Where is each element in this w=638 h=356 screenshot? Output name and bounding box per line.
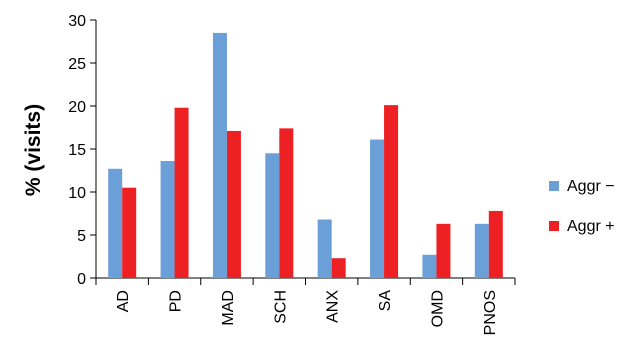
legend-label-aggr-minus: Aggr − bbox=[567, 178, 615, 195]
x-tick-label: OMD bbox=[429, 290, 446, 327]
bar-aggr-plus-sa bbox=[384, 105, 399, 278]
x-tick-label: AD bbox=[115, 290, 132, 312]
bar-aggr-minus-ad bbox=[108, 168, 123, 278]
x-tick-label: SCH bbox=[272, 290, 289, 324]
y-tick-label: 15 bbox=[68, 142, 86, 159]
x-tick-label: ANX bbox=[325, 290, 342, 323]
x-tick-label: PD bbox=[168, 290, 185, 312]
y-tick-label: 25 bbox=[68, 56, 86, 73]
bar-aggr-minus-sch bbox=[265, 153, 280, 278]
bar-aggr-minus-sa bbox=[370, 139, 385, 278]
x-axis: AD PD MAD SCH ANX SA OMD PNOS bbox=[95, 277, 516, 335]
x-tick-label: PNOS bbox=[482, 290, 499, 335]
y-axis-title: % (visits) bbox=[22, 104, 45, 196]
y-tick-label: 10 bbox=[68, 185, 86, 202]
bar-aggr-plus-sch bbox=[279, 128, 294, 278]
legend: Aggr − Aggr + bbox=[549, 178, 615, 235]
y-tick-label: 20 bbox=[68, 99, 86, 116]
bar-aggr-minus-pnos bbox=[474, 223, 489, 278]
legend-swatch-aggr-minus bbox=[549, 181, 559, 191]
bar-aggr-plus-omd bbox=[436, 223, 451, 278]
y-tick-label: 30 bbox=[68, 13, 86, 30]
legend-swatch-aggr-plus bbox=[549, 221, 559, 231]
y-axis: 0 5 10 15 20 25 30 bbox=[68, 13, 97, 288]
bar-aggr-plus-pd bbox=[174, 107, 189, 278]
bars bbox=[108, 32, 503, 279]
bar-aggr-minus-mad bbox=[212, 32, 227, 279]
y-tick-label: 0 bbox=[77, 271, 86, 288]
bar-aggr-minus-omd bbox=[422, 254, 437, 278]
bar-aggr-plus-ad bbox=[122, 187, 137, 278]
y-tick-label: 5 bbox=[77, 228, 86, 245]
bar-aggr-plus-pnos bbox=[488, 210, 503, 278]
bar-aggr-minus-anx bbox=[317, 219, 332, 278]
x-tick-label: MAD bbox=[220, 290, 237, 326]
x-tick-label: SA bbox=[377, 290, 394, 312]
legend-label-aggr-plus: Aggr + bbox=[567, 218, 615, 235]
bar-aggr-plus-mad bbox=[226, 130, 241, 278]
bar-aggr-plus-anx bbox=[331, 258, 346, 278]
bar-aggr-minus-pd bbox=[160, 161, 175, 278]
